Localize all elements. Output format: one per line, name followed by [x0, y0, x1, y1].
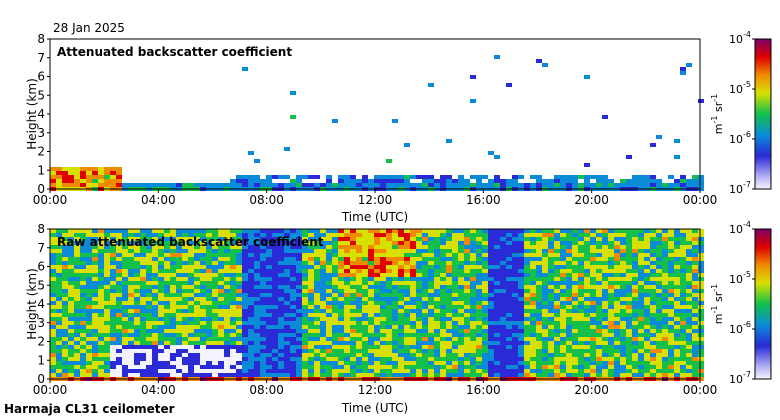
colorbar-1: 10-4 10-5 10-6 10-7 m-1 sr-1: [710, 30, 772, 196]
colorbar-label: 10-4: [729, 30, 751, 46]
y-ticks-2: 0 1 2 3 4 5 6 7 8: [37, 222, 50, 386]
colorbar-label: 10-7: [729, 180, 751, 196]
x-ticks-2: 00:00 04:00 08:00 12:00 16:00 20:00 00:00: [33, 379, 718, 397]
x-tick-label: 00:00: [33, 193, 68, 207]
y-tick-label: 6: [37, 70, 45, 84]
y-tick-label: 6: [37, 260, 45, 274]
x-tick-label: 04:00: [141, 193, 176, 207]
colorbar-2: 10-4 10-5 10-6 10-7 m-1 sr-1: [710, 220, 772, 386]
colorbar-label: 10-6: [729, 320, 751, 336]
panel-title-1: Attenuated backscatter coefficient: [57, 45, 292, 59]
panel-raw: Raw attenuated backscatter coefficient 0…: [25, 220, 772, 415]
y-tick-label: 3: [37, 316, 45, 330]
y-tick-label: 3: [37, 126, 45, 140]
x-tick-label: 08:00: [249, 193, 284, 207]
date-label: 28 Jan 2025: [53, 21, 125, 35]
y-tick-label: 5: [37, 88, 45, 102]
y-tick-label: 7: [37, 51, 45, 65]
y-tick-label: 0: [37, 372, 45, 386]
x-axis-label-1: Time (UTC): [341, 210, 408, 224]
heatmap-layer-2: [50, 229, 704, 381]
x-tick-label: 20:00: [574, 193, 609, 207]
x-tick-label: 00:00: [683, 383, 718, 397]
colorbar-unit: m-1 sr-1: [710, 284, 725, 324]
y-ticks-1: 0 1 2 3 4 5 6 7 8: [37, 32, 50, 196]
x-axis-label-2: Time (UTC): [341, 401, 408, 415]
y-tick-label: 5: [37, 278, 45, 292]
x-tick-label: 08:00: [249, 383, 284, 397]
plot-frame-1: [49, 38, 701, 190]
x-tick-label: 00:00: [683, 193, 718, 207]
colorbar-label: 10-4: [729, 220, 751, 236]
x-ticks-1: 00:00 04:00 08:00 12:00 16:00 20:00 00:00: [33, 189, 718, 207]
panel-title-2: Raw attenuated backscatter coefficient: [57, 235, 324, 249]
panel-attenuated: Attenuated backscatter coefficient 0 1 2 3 4…: [25, 30, 772, 224]
y-axis-label-2: Height (km): [25, 268, 39, 339]
x-tick-label: 12:00: [358, 383, 393, 397]
y-axis-label-1: Height (km): [25, 78, 39, 149]
colorbar-label: 10-6: [729, 130, 751, 146]
x-tick-label: 16:00: [466, 383, 501, 397]
heatmap-layer-1: [50, 55, 704, 191]
y-tick-label: 4: [37, 107, 45, 121]
x-tick-label: 20:00: [574, 383, 609, 397]
y-tick-label: 7: [37, 241, 45, 255]
colorbar-label: 10-7: [729, 370, 751, 386]
x-tick-label: 16:00: [466, 193, 501, 207]
x-tick-label: 04:00: [141, 383, 176, 397]
y-tick-label: 0: [37, 182, 45, 196]
y-tick-label: 1: [37, 353, 45, 367]
y-tick-label: 1: [37, 163, 45, 177]
x-tick-label: 12:00: [358, 193, 393, 207]
colorbar-gradient: [754, 228, 772, 380]
y-tick-label: 2: [37, 145, 45, 159]
instrument-label: Harmaja CL31 ceilometer: [4, 402, 175, 416]
y-tick-label: 4: [37, 297, 45, 311]
colorbar-label: 10-5: [729, 270, 751, 286]
colorbar-label: 10-5: [729, 80, 751, 96]
colorbar-gradient: [754, 38, 772, 190]
y-tick-label: 2: [37, 335, 45, 349]
x-tick-label: 00:00: [33, 383, 68, 397]
y-tick-label: 8: [37, 32, 45, 46]
y-tick-label: 8: [37, 222, 45, 236]
colorbar-unit: m-1 sr-1: [710, 94, 725, 134]
